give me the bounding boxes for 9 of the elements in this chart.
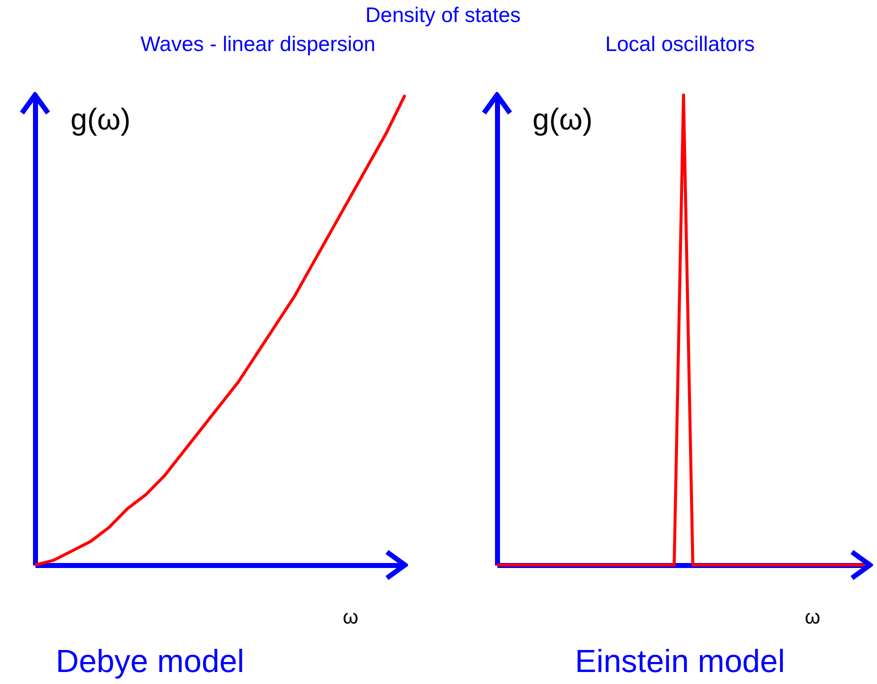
text: Debye model — [56, 643, 244, 680]
chart-subtitle: Waves - linear dispersion — [140, 33, 376, 57]
text: Einstein model — [575, 643, 785, 680]
x-axis-title: ω — [804, 606, 820, 628]
chart-title: Density of states — [365, 4, 521, 28]
y-axis-title: g(ω) — [532, 104, 593, 136]
chart-subtitle: Local oscillators — [605, 33, 755, 57]
y-axis-title: g(ω) — [70, 104, 131, 136]
x-axis-title: ω — [342, 606, 358, 628]
